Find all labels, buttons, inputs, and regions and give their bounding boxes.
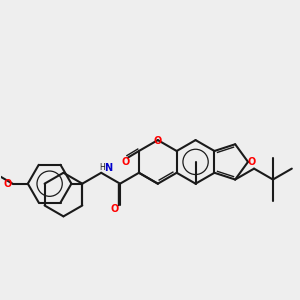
Text: H: H: [99, 163, 105, 172]
Text: N: N: [104, 163, 112, 173]
Text: O: O: [4, 179, 12, 189]
Text: O: O: [154, 136, 162, 146]
Text: O: O: [248, 157, 256, 167]
Text: O: O: [122, 158, 130, 167]
Text: O: O: [110, 204, 118, 214]
